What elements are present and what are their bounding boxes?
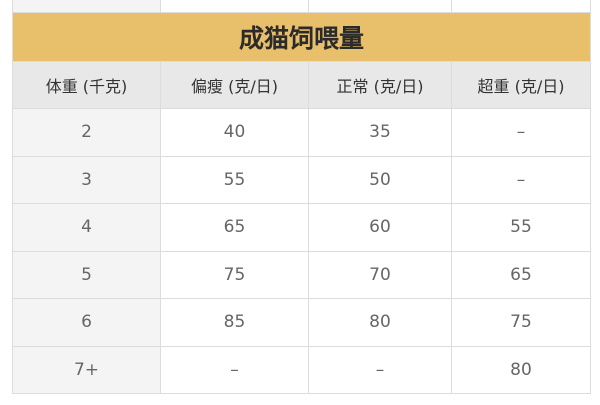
header-row: 体重 (千克) 偏瘦 (克/日) 正常 (克/日) 超重 (克/日) <box>12 61 591 109</box>
table-cell: 50 <box>308 155 452 204</box>
table-cell: 55 <box>160 155 309 204</box>
cell <box>308 0 452 13</box>
table-cell: – <box>451 108 591 157</box>
feeding-table-container: 成猫饲喂量 体重 (千克) 偏瘦 (克/日) 正常 (克/日) 超重 (克/日)… <box>12 0 591 394</box>
table-cell: 60 <box>308 203 452 252</box>
table-row: 6 85 80 75 <box>12 298 591 347</box>
table-cell: 85 <box>160 298 309 347</box>
table-cell: 4 <box>12 203 161 252</box>
table-row: 3 55 50– <box>12 155 591 204</box>
table-cell: – <box>160 345 309 394</box>
table-cell: 6 <box>12 298 161 347</box>
table-cell: – <box>308 345 452 394</box>
table-cell: 55 <box>451 203 591 252</box>
feeding-table: 成猫饲喂量 体重 (千克) 偏瘦 (克/日) 正常 (克/日) 超重 (克/日)… <box>12 0 591 394</box>
table-row: 2 40 35– <box>12 108 591 157</box>
table-cell: 3 <box>12 155 161 204</box>
table-row: 4 65 60 55 <box>12 203 591 252</box>
table-cell: – <box>451 155 591 204</box>
cell <box>12 0 161 13</box>
table-cell: 75 <box>451 298 591 347</box>
header-normal: 正常 (克/日) <box>308 61 452 109</box>
table-title: 成猫饲喂量 <box>12 12 591 62</box>
table-cell: 40 <box>160 108 309 157</box>
table-cell: 80 <box>451 345 591 394</box>
header-weight: 体重 (千克) <box>12 61 161 109</box>
table-cell: 65 <box>160 203 309 252</box>
cell <box>451 0 591 13</box>
table-row: 5 75 70 65 <box>12 250 591 299</box>
header-thin: 偏瘦 (克/日) <box>160 61 309 109</box>
table-cell: 7+ <box>12 345 161 394</box>
table-cell: 2 <box>12 108 161 157</box>
cropped-row <box>12 0 591 13</box>
table-row: 7+ – –80 <box>12 345 591 394</box>
table-cell: 5 <box>12 250 161 299</box>
table-cell: 80 <box>308 298 452 347</box>
table-cell: 35 <box>308 108 452 157</box>
table-cell: 75 <box>160 250 309 299</box>
table-cell: 65 <box>451 250 591 299</box>
header-overweight: 超重 (克/日) <box>451 61 591 109</box>
table-cell: 70 <box>308 250 452 299</box>
cell <box>160 0 309 13</box>
